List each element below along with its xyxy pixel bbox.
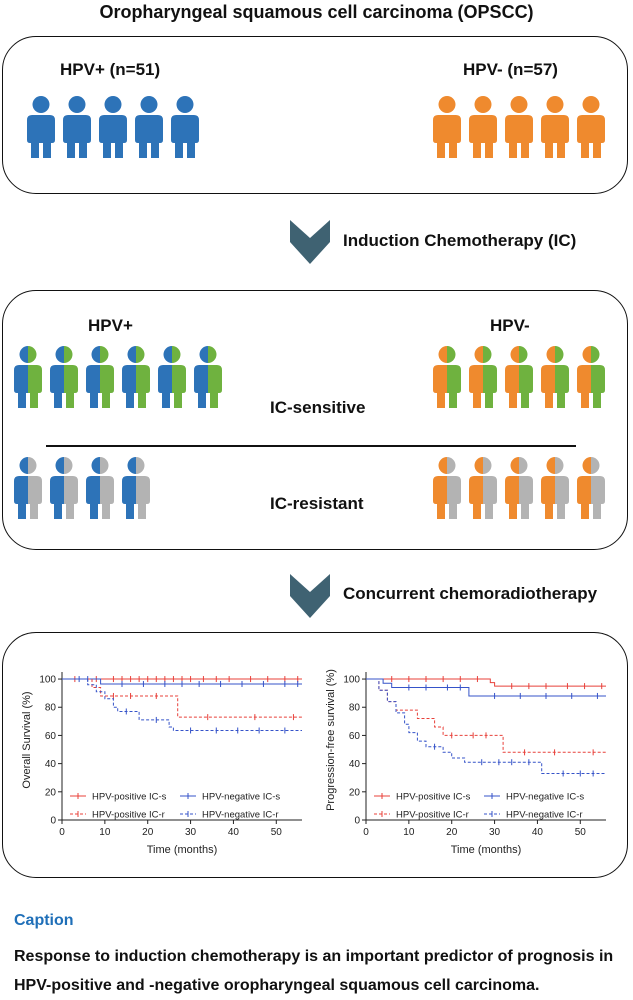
person-icon-hpv-negative-resistant [505,457,533,519]
person-icon-hpv-positive-resistant [14,457,42,519]
hpv-positive-label: HPV+ [88,316,133,335]
x-tick-label: 50 [575,827,587,838]
person-icon-hpv-negative [469,96,497,158]
x-tick-label: 0 [363,827,369,838]
x-tick-label: 10 [99,827,111,838]
person-icon-hpv-positive [135,96,163,158]
person-icon-hpv-positive-sensitive [122,346,150,408]
hpv-negative-cohort-label: HPV- (n=57) [463,60,558,79]
person-icon-hpv-negative-resistant [433,457,461,519]
y-tick-label: 40 [349,759,361,770]
caption-text: Response to induction chemotherapy is an… [14,948,614,994]
x-tick-label: 40 [532,827,544,838]
induction-chemotherapy-label: Induction Chemotherapy (IC) [343,231,577,250]
y-tick-label: 40 [45,759,57,770]
ic-resistant-label: IC-resistant [270,494,364,513]
x-tick-label: 30 [185,827,197,838]
page-title: Oropharyngeal squamous cell carcinoma (O… [99,2,534,22]
person-icon-hpv-positive-resistant [86,457,114,519]
chevron-down-icon [290,574,330,618]
person-icon-hpv-negative-resistant [577,457,605,519]
person-icon-hpv-positive [63,96,91,158]
km-curve-4 [62,678,302,731]
person-icon-hpv-positive-sensitive [158,346,186,408]
km-curve-2 [62,678,302,685]
y-tick-label: 0 [354,816,360,827]
x-axis-label: Time (months) [147,844,218,856]
person-icon-hpv-positive-sensitive [86,346,114,408]
y-tick-label: 100 [39,675,56,686]
person-icon-hpv-negative-sensitive [577,346,605,408]
survival-box [2,632,628,878]
y-tick-label: 100 [343,675,360,686]
group-divider [46,445,576,447]
x-tick-label: 30 [489,827,501,838]
y-tick-label: 0 [50,816,56,827]
person-icon-hpv-negative-sensitive [433,346,461,408]
person-icon-hpv-negative-sensitive [505,346,533,408]
person-icon-hpv-negative-sensitive [541,346,569,408]
x-tick-label: 0 [59,827,65,838]
km-curve-4 [366,678,606,774]
overall-survival-chart: 0 20 40 60 80 100 0 10 20 30 40 50 Time (months) Over… [21,672,302,856]
x-axis-label: Time (months) [451,844,522,856]
legend-label: HPV-negative IC-r [202,810,279,821]
legend-label: HPV-negative IC-s [202,792,280,803]
legend-label: HPV-positive IC-r [92,810,165,821]
legend-label: HPV-positive IC-r [396,810,469,821]
x-tick-label: 50 [271,827,283,838]
person-icon-hpv-negative [577,96,605,158]
y-tick-label: 60 [349,731,361,742]
person-icon-hpv-positive-sensitive [194,346,222,408]
km-curve-1 [366,678,606,687]
person-icon-hpv-negative [505,96,533,158]
hpv-positive-cohort-label: HPV+ (n=51) [60,60,161,79]
person-icon-hpv-negative-sensitive [469,346,497,408]
person-icon-hpv-negative [433,96,461,158]
hpv-negative-label: HPV- [490,316,530,335]
y-tick-label: 80 [45,703,57,714]
person-icon-hpv-negative-resistant [541,457,569,519]
chemoradiotherapy-label: Concurrent chemoradiotherapy [343,584,598,603]
ic-response-box [2,290,628,550]
y-axis-label: Progression-free survival (%) [325,669,337,811]
legend-label: HPV-negative IC-s [506,792,584,803]
x-tick-label: 20 [446,827,458,838]
person-icon-hpv-positive-sensitive [50,346,78,408]
legend-label: HPV-positive IC-s [92,792,167,803]
y-tick-label: 20 [349,787,361,798]
person-icon-hpv-positive-resistant [50,457,78,519]
person-icon-hpv-positive [171,96,199,158]
y-tick-label: 20 [45,787,57,798]
legend-label: HPV-positive IC-s [396,792,471,803]
y-axis-label: Overall Survival (%) [21,691,33,788]
chevron-down-icon [290,220,330,264]
x-tick-label: 10 [403,827,415,838]
progression-free-survival-chart: 0 20 40 60 80 100 0 10 20 30 40 50 Time (months) Prog… [325,669,606,856]
km-curve-2 [366,678,606,697]
person-icon-hpv-positive [27,96,55,158]
y-tick-label: 60 [45,731,57,742]
ic-sensitive-label: IC-sensitive [270,398,366,417]
x-tick-label: 40 [228,827,240,838]
legend-label: HPV-negative IC-r [506,810,583,821]
cohort-box [2,36,628,194]
person-icon-hpv-positive [99,96,127,158]
x-tick-label: 20 [142,827,154,838]
person-icon-hpv-positive-sensitive [14,346,42,408]
person-icon-hpv-negative-resistant [469,457,497,519]
person-icon-hpv-negative [541,96,569,158]
person-icon-hpv-positive-resistant [122,457,150,519]
y-tick-label: 80 [349,703,361,714]
caption-heading: Caption [14,912,74,929]
km-curve-3 [366,678,606,753]
